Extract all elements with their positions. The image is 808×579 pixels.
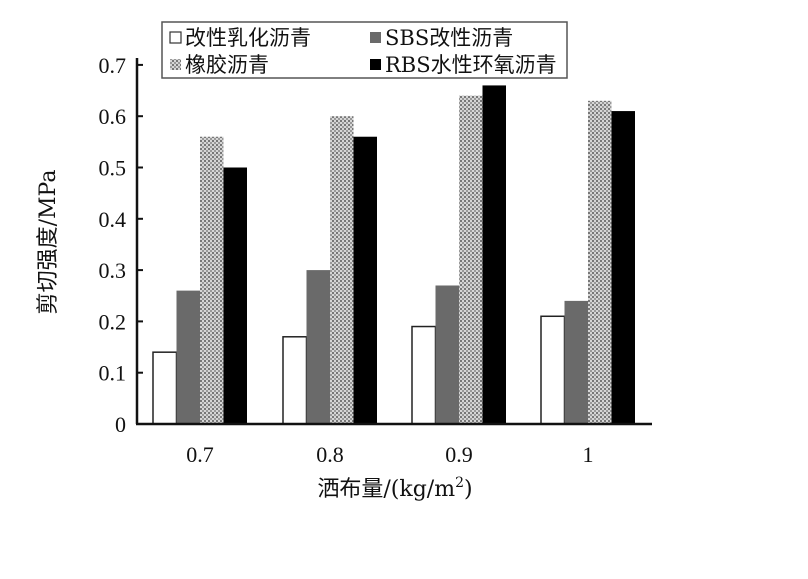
bar-4-1 xyxy=(611,111,635,424)
bar-3-0.8 xyxy=(330,116,354,424)
bar-1-1 xyxy=(540,315,566,425)
y-tick-label: 0.1 xyxy=(99,361,127,386)
y-axis-label: 剪切强度/MPa xyxy=(36,170,61,315)
x-tick-label: 0.9 xyxy=(445,442,473,467)
bar-1-0.7 xyxy=(152,351,178,425)
y-tick-label: 0.6 xyxy=(99,104,127,129)
x-tick-label: 0.8 xyxy=(316,442,344,467)
bar-2-1 xyxy=(564,300,588,424)
bar-3-0.7 xyxy=(200,136,224,424)
y-tick-label: 0.7 xyxy=(99,53,127,78)
bar-4-0.9 xyxy=(482,85,506,425)
legend-swatch xyxy=(169,31,182,44)
legend-swatch xyxy=(370,59,381,70)
bar-1-0.8 xyxy=(282,336,308,425)
bar-3-1 xyxy=(588,100,612,424)
bar-4-0.7 xyxy=(223,167,247,424)
legend-swatch xyxy=(170,59,181,70)
legend-label: 改性乳化沥青 xyxy=(185,26,311,50)
x-axis-label: 洒布量/(kg/m2) xyxy=(317,475,472,502)
bar-2-0.7 xyxy=(176,290,200,424)
legend-label: RBS水性环氧沥青 xyxy=(385,53,557,77)
y-tick-label: 0.4 xyxy=(99,207,127,232)
bar-4-0.8 xyxy=(353,136,377,424)
legend-swatch xyxy=(370,32,381,43)
y-tick-label: 0.3 xyxy=(99,258,127,283)
legend-box xyxy=(161,21,568,79)
legend-label: 橡胶沥青 xyxy=(185,53,269,77)
bar-3-0.9 xyxy=(459,95,483,425)
y-tick-label: 0.5 xyxy=(99,156,127,181)
x-tick-label: 0.7 xyxy=(186,442,214,467)
y-tick-label: 0.2 xyxy=(99,309,127,334)
legend-label: SBS改性沥青 xyxy=(385,26,513,50)
y-tick-label: 0 xyxy=(115,412,126,437)
x-tick-label: 1 xyxy=(583,442,594,467)
bar-2-0.8 xyxy=(306,270,330,424)
bar-1-0.9 xyxy=(411,325,437,425)
bar-2-0.9 xyxy=(435,285,459,424)
